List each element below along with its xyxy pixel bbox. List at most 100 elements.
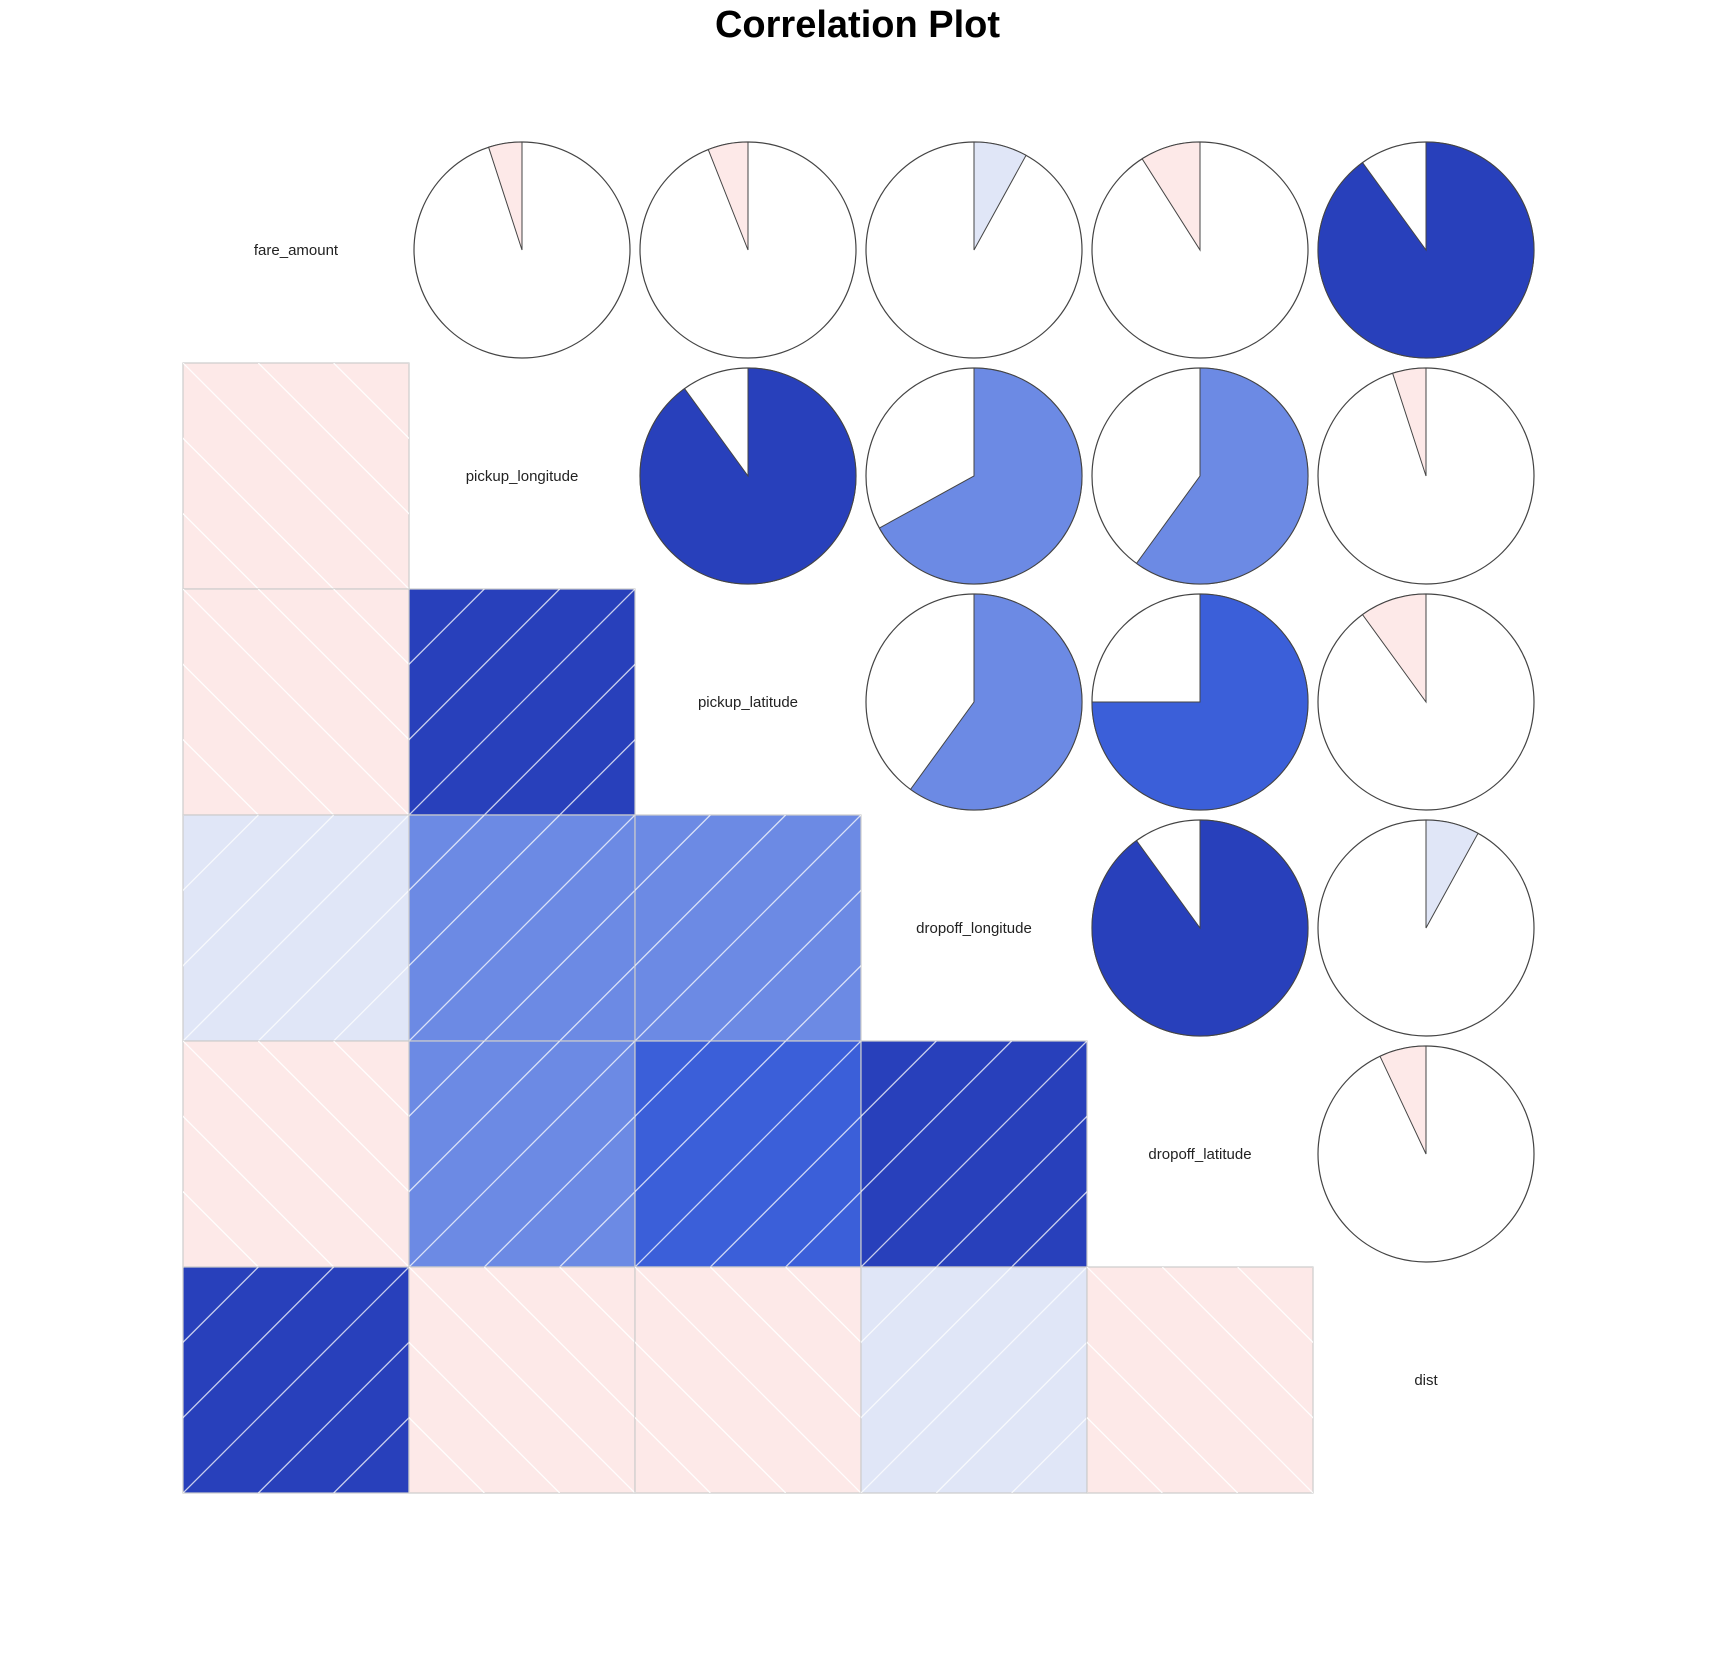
hatch-line [183, 815, 184, 816]
hatch-line [709, 889, 861, 1041]
hatch-line [0, 1267, 108, 1493]
hatch-line [483, 889, 635, 1041]
hatch-line [1011, 1416, 1087, 1493]
hatch-line [559, 738, 635, 815]
shade-hatch [1087, 1267, 1313, 1493]
pie-cell [865, 367, 1083, 585]
hatch-line [0, 815, 108, 1041]
hatch-line [183, 814, 184, 815]
pie-cell [639, 367, 857, 585]
hatch-line [183, 815, 409, 1041]
pie-slice [909, 593, 1083, 811]
hatch-line [183, 663, 335, 815]
hatch-line [409, 1041, 635, 1267]
hatch-line [409, 815, 635, 1041]
hatch-line [635, 1041, 711, 1118]
pie-slice [1379, 1045, 1427, 1155]
pie-cell [1091, 819, 1309, 1037]
pie-slice [639, 367, 857, 585]
hatch-line [183, 589, 409, 815]
hatch-line [635, 815, 861, 1041]
pie-cell [1317, 593, 1535, 811]
hatch-line [1087, 1267, 1313, 1493]
hatch-line [1011, 1190, 1087, 1267]
hatch-line [0, 589, 108, 815]
hatch-line [635, 1341, 787, 1493]
hatch-line [935, 1341, 1087, 1493]
hatch-line [861, 1041, 937, 1118]
pie-slice [1391, 367, 1427, 477]
pie-cell [413, 141, 631, 359]
pie-slice [1135, 367, 1309, 585]
hatch-line [409, 589, 561, 741]
hatch-line [333, 589, 409, 666]
chart-title: Correlation Plot [714, 4, 1001, 46]
shade-hatch [0, 815, 409, 1041]
pie-cell [639, 141, 857, 359]
variable-label: pickup_longitude [466, 468, 579, 485]
hatch-line [635, 1267, 861, 1493]
pie-cell [1091, 141, 1309, 359]
shade-hatch [0, 1267, 409, 1493]
hatch-line [183, 815, 335, 967]
hatch-line [635, 1416, 711, 1493]
hatch-line [0, 363, 108, 589]
shade-hatch [635, 815, 861, 1041]
hatch-line [183, 363, 409, 589]
shade-cell [1086, 1266, 1314, 1494]
hatch-line [257, 1041, 409, 1193]
hatch-line [183, 1267, 335, 1419]
pie-slice [1317, 141, 1535, 359]
hatch-line [635, 1041, 861, 1267]
hatch-line [861, 1267, 1013, 1419]
variable-label: dropoff_latitude [1148, 1146, 1251, 1163]
hatch-line [183, 1115, 335, 1267]
hatch-line [935, 1115, 1087, 1267]
hatch-line [409, 815, 485, 892]
hatch-line [409, 1341, 561, 1493]
hatch-line [183, 738, 259, 815]
pie-cell [865, 593, 1083, 811]
hatch-line [257, 1341, 409, 1493]
hatch-line [409, 1267, 635, 1493]
hatch-line [257, 589, 409, 741]
shade-hatch [409, 1267, 635, 1493]
hatch-line [0, 1041, 108, 1267]
pie-cell [1091, 593, 1309, 811]
hatch-line [635, 815, 711, 892]
hatch-line [635, 815, 787, 967]
shade-cell [408, 1040, 636, 1268]
shade-cell [0, 1266, 410, 1494]
hatch-line [183, 512, 259, 589]
pie-cell [1317, 819, 1535, 1037]
variable-label: dist [1414, 1372, 1438, 1389]
pie-slice [707, 141, 749, 251]
pie-slice [1361, 593, 1427, 704]
hatch-line [183, 1190, 259, 1267]
hatch-line [559, 964, 635, 1041]
hatch-line [409, 815, 561, 967]
shade-cell [0, 1040, 410, 1268]
pie-slice [878, 367, 1083, 585]
hatch-line [1087, 1341, 1239, 1493]
pie-slice [1425, 819, 1479, 929]
hatch-line [785, 1190, 861, 1267]
pie-cell [1091, 367, 1309, 585]
variable-label: dropoff_longitude [916, 920, 1032, 937]
variable-label: fare_amount [254, 242, 339, 259]
hatch-line [183, 815, 259, 892]
shade-cell [0, 588, 410, 816]
shade-hatch [861, 1041, 1087, 1267]
hatch-line [333, 1041, 409, 1118]
hatch-line [183, 1267, 259, 1344]
hatch-line [257, 889, 409, 1041]
shade-hatch [0, 363, 409, 589]
pie-cell [1317, 141, 1535, 359]
hatch-line [559, 1190, 635, 1267]
hatch-line [559, 1267, 635, 1344]
shade-hatch [635, 1267, 861, 1493]
hatch-line [409, 1041, 561, 1193]
shade-cell [0, 814, 410, 1042]
shade-cell [634, 814, 862, 1042]
